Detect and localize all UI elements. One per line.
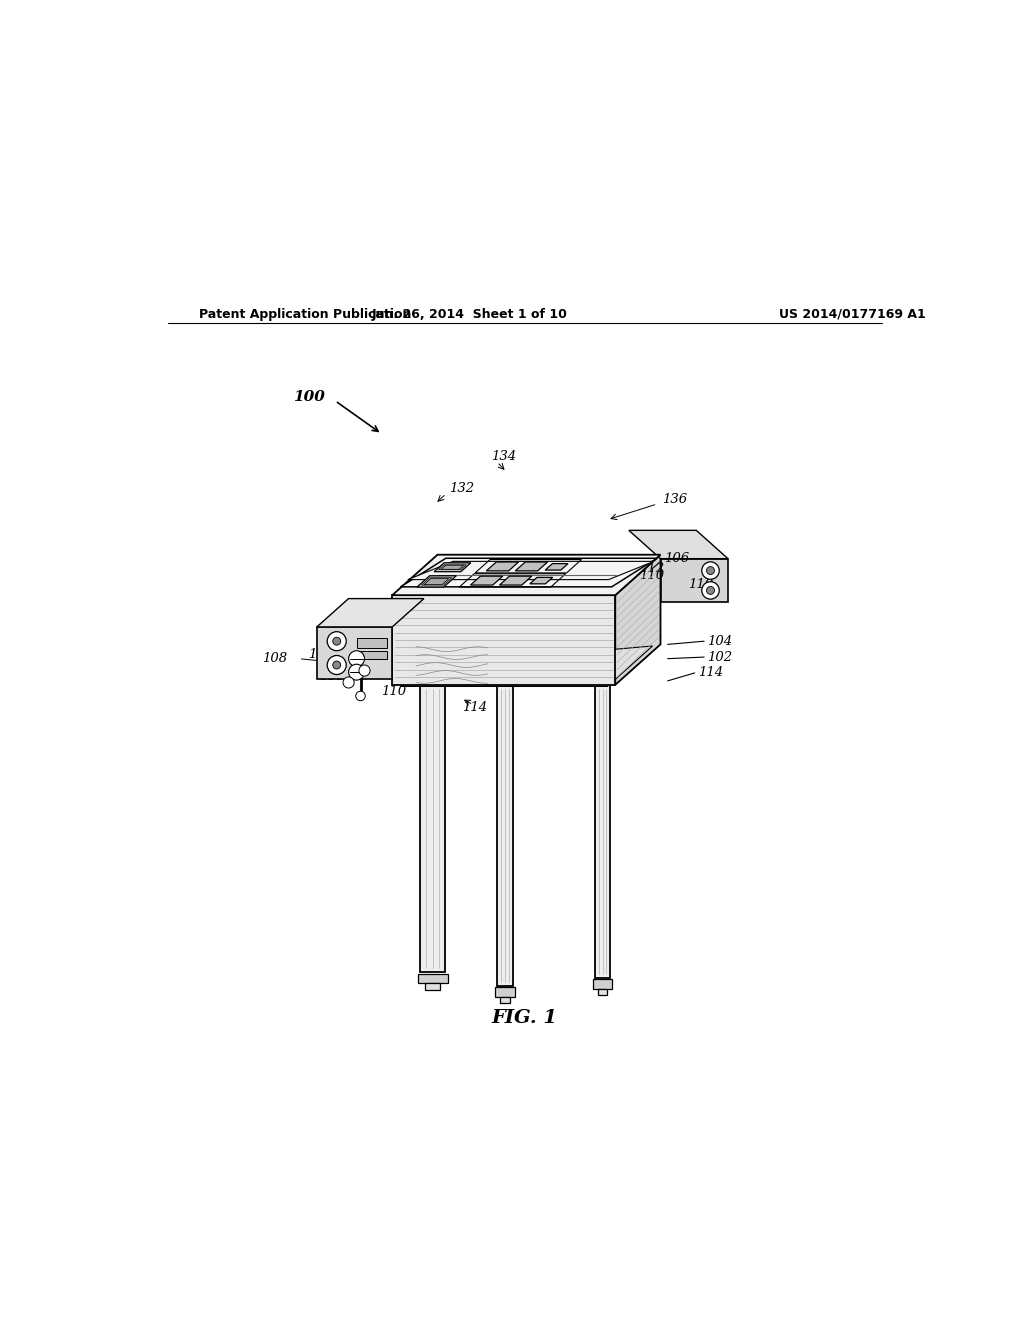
Polygon shape [400, 645, 652, 686]
Text: 110: 110 [336, 622, 361, 635]
Text: FIG. 1: FIG. 1 [492, 1010, 558, 1027]
Text: 100: 100 [293, 389, 325, 404]
Text: Patent Application Publication: Patent Application Publication [200, 308, 412, 321]
Text: 112: 112 [333, 614, 358, 627]
Polygon shape [545, 564, 568, 570]
Circle shape [701, 562, 719, 579]
Polygon shape [595, 685, 609, 978]
Polygon shape [420, 685, 445, 972]
Text: 112: 112 [639, 562, 665, 576]
Polygon shape [392, 595, 615, 685]
Text: 104: 104 [708, 635, 732, 648]
Polygon shape [392, 554, 660, 595]
Text: 128: 128 [447, 599, 472, 612]
Text: 134: 134 [492, 450, 516, 463]
Polygon shape [615, 554, 660, 685]
Circle shape [328, 656, 346, 675]
Polygon shape [660, 558, 728, 602]
Polygon shape [495, 987, 515, 997]
Circle shape [359, 665, 370, 676]
Polygon shape [515, 562, 548, 570]
Text: 114: 114 [697, 667, 723, 680]
Polygon shape [598, 989, 607, 995]
Circle shape [355, 692, 366, 701]
Text: 126: 126 [486, 595, 512, 609]
Text: Jun. 26, 2014  Sheet 1 of 10: Jun. 26, 2014 Sheet 1 of 10 [372, 308, 567, 321]
Text: 110: 110 [639, 569, 665, 582]
Circle shape [707, 566, 715, 574]
Text: 110: 110 [308, 648, 334, 661]
Text: 118: 118 [534, 583, 559, 597]
Text: 116: 116 [386, 611, 412, 624]
Circle shape [343, 677, 354, 688]
Polygon shape [500, 576, 531, 585]
Circle shape [333, 661, 341, 669]
Text: 130: 130 [422, 606, 446, 618]
Text: 122: 122 [390, 603, 416, 616]
Circle shape [348, 664, 365, 680]
Polygon shape [434, 562, 471, 572]
Polygon shape [400, 558, 657, 587]
Text: 132: 132 [450, 482, 474, 495]
Polygon shape [500, 997, 510, 1003]
Circle shape [701, 582, 719, 599]
Circle shape [707, 586, 715, 594]
Circle shape [348, 651, 365, 667]
Text: US 2014/0177169 A1: US 2014/0177169 A1 [778, 308, 926, 321]
FancyBboxPatch shape [356, 638, 387, 648]
Text: 114: 114 [462, 701, 487, 714]
Polygon shape [418, 974, 447, 983]
Circle shape [328, 632, 346, 651]
Polygon shape [417, 576, 457, 587]
Polygon shape [422, 578, 452, 585]
Polygon shape [438, 565, 466, 570]
Polygon shape [408, 561, 654, 579]
Polygon shape [470, 576, 503, 585]
Polygon shape [316, 598, 424, 627]
Polygon shape [316, 627, 392, 678]
Text: 136: 136 [663, 494, 687, 507]
Polygon shape [497, 685, 513, 986]
Text: 110: 110 [381, 685, 407, 698]
Text: 110: 110 [318, 671, 344, 684]
Polygon shape [529, 577, 553, 583]
Text: 106: 106 [665, 552, 689, 565]
Polygon shape [441, 565, 464, 569]
Circle shape [333, 638, 341, 645]
Polygon shape [593, 979, 612, 989]
Text: 110: 110 [688, 578, 714, 591]
Text: 102: 102 [708, 651, 732, 664]
FancyBboxPatch shape [356, 651, 387, 659]
Text: 108: 108 [261, 652, 287, 665]
Polygon shape [424, 578, 449, 585]
Polygon shape [486, 562, 518, 570]
Polygon shape [629, 531, 728, 558]
Polygon shape [425, 983, 440, 990]
